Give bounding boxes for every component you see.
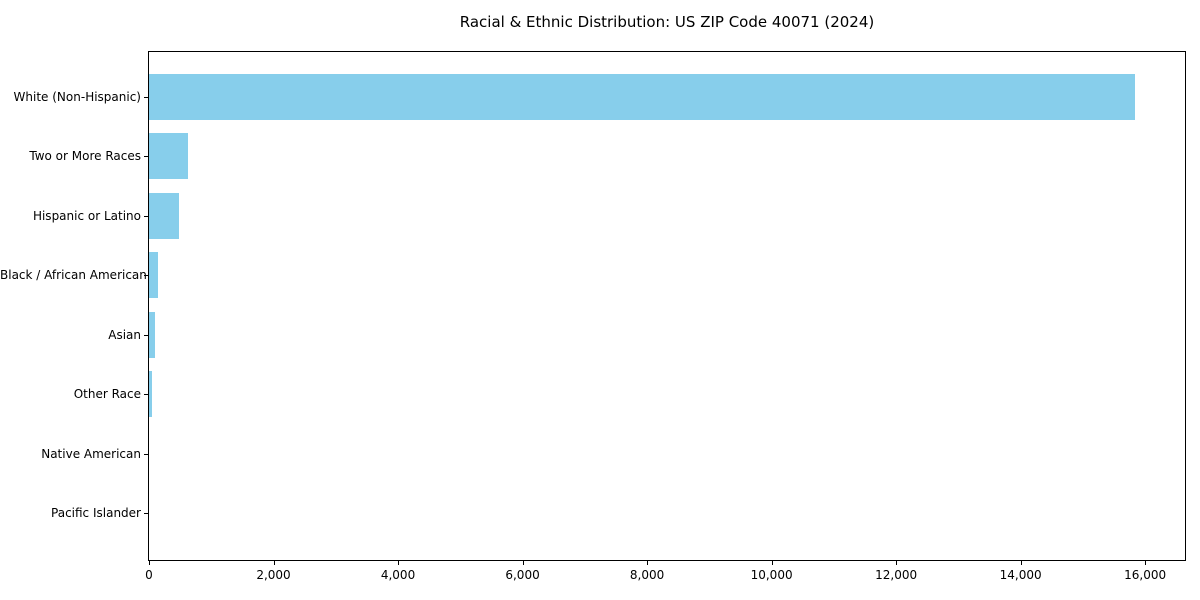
- y-tick-label: Black / African American: [0, 268, 147, 283]
- y-tick-label: Hispanic or Latino: [32, 208, 141, 223]
- y-tick-mark: [144, 97, 148, 98]
- bar-other-race: [149, 371, 153, 418]
- y-tick-mark: [144, 394, 148, 396]
- y-tick-label: Native American: [41, 446, 141, 461]
- x-tick-mark: [273, 561, 275, 565]
- bar-black-african-american: [149, 252, 159, 299]
- x-tick-mark: [647, 561, 649, 565]
- x-tick-mark: [522, 561, 524, 565]
- x-tick-label: 6,000: [505, 568, 540, 582]
- bar-two-or-more-races: [149, 133, 189, 180]
- y-tick-mark: [144, 275, 148, 277]
- x-tick-label: 16,000: [1124, 568, 1167, 582]
- bar-hispanic-or-latino: [149, 192, 179, 239]
- bar-white-non-hispanic-: [149, 74, 1135, 120]
- x-tick-label: 10,000: [750, 568, 793, 582]
- x-tick-label: 12,000: [875, 568, 918, 582]
- y-tick-mark: [144, 215, 148, 217]
- y-tick-label: Asian: [108, 327, 141, 342]
- x-tick-mark: [149, 561, 150, 565]
- x-tick-mark: [398, 561, 400, 565]
- y-tick-label: White (Non-Hispanic): [13, 90, 141, 104]
- y-tick-mark: [144, 453, 148, 455]
- x-tick-mark: [771, 561, 773, 565]
- x-tick-mark: [1145, 561, 1147, 565]
- x-tick-label: 4,000: [380, 568, 416, 582]
- plot-area: [148, 51, 1186, 561]
- x-tick-label: 2,000: [256, 568, 291, 582]
- y-tick-mark: [144, 513, 148, 514]
- chart-title: Racial & Ethnic Distribution: US ZIP Cod…: [459, 13, 875, 31]
- y-tick-mark: [144, 334, 148, 336]
- x-tick-mark: [1020, 561, 1022, 565]
- x-tick-label: 0: [145, 568, 153, 582]
- bar-asian: [149, 311, 155, 358]
- x-tick-label: 14,000: [999, 568, 1042, 582]
- y-tick-label: Pacific Islander: [51, 506, 141, 520]
- y-tick-label: Two or More Races: [29, 149, 141, 164]
- x-tick-mark: [896, 561, 898, 565]
- y-tick-mark: [144, 156, 148, 158]
- y-tick-label: Other Race: [73, 387, 141, 402]
- x-tick-label: 8,000: [629, 568, 665, 582]
